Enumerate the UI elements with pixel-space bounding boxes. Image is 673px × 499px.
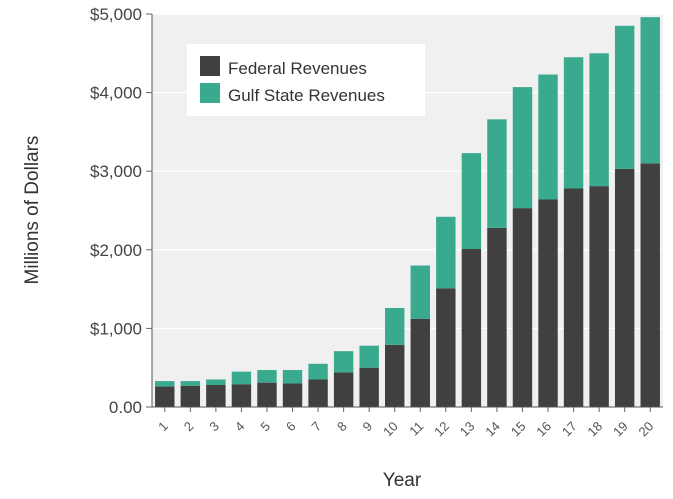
bar-gulf-state (563, 57, 584, 189)
bar-federal (589, 186, 609, 407)
bar-gulf-state (385, 307, 405, 345)
bar-federal (563, 188, 584, 407)
bar-gulf-state (333, 351, 354, 373)
bar-gulf-state (410, 265, 430, 319)
x-tick-label: 7 (308, 419, 324, 435)
x-tick-label: 8 (334, 419, 350, 435)
x-tick-label: 11 (406, 419, 426, 439)
bar-federal (206, 384, 226, 407)
x-tick-label: 20 (636, 419, 657, 440)
x-tick-label: 13 (457, 419, 478, 440)
bar-gulf-state (282, 370, 303, 384)
bar-federal (308, 379, 328, 407)
bar-federal (333, 372, 354, 407)
y-axis-ticks: 0.00 $1,000 $2,000 $3,000 $4,000 $5,000 (90, 5, 152, 417)
bar-gulf-state (231, 371, 252, 385)
bar-federal (461, 249, 482, 407)
x-tick-label: 2 (181, 419, 197, 435)
bar-gulf-state (308, 363, 328, 380)
bar-gulf-state (512, 87, 533, 209)
x-tick-label: 4 (232, 419, 248, 435)
bar-gulf-state (614, 25, 635, 169)
bar-federal (410, 318, 430, 407)
bars (155, 17, 660, 407)
legend-swatch-gulf-state (200, 83, 220, 103)
bar-gulf-state (180, 381, 201, 386)
x-tick-label: 12 (431, 419, 452, 440)
bar-federal (538, 199, 558, 407)
bar-federal (436, 288, 456, 407)
bar-federal (359, 367, 379, 407)
y-tick-label: $3,000 (90, 162, 142, 181)
bar-federal (231, 384, 252, 407)
x-tick-label: 17 (559, 419, 580, 440)
legend-label-federal: Federal Revenues (228, 59, 367, 78)
legend-label-gulf-state: Gulf State Revenues (228, 86, 385, 105)
bar-federal (640, 163, 660, 407)
bar-federal (385, 344, 405, 407)
x-tick-label: 9 (360, 419, 376, 435)
y-tick-label: $2,000 (90, 241, 142, 260)
x-tick-label: 18 (584, 419, 605, 440)
bar-gulf-state (487, 119, 507, 228)
y-tick-label: $1,000 (90, 319, 142, 338)
x-tick-label: 1 (155, 419, 171, 435)
bar-federal (155, 386, 175, 407)
x-tick-label: 15 (508, 419, 529, 440)
bar-federal (512, 208, 533, 407)
y-tick-label: $4,000 (90, 84, 142, 103)
bar-gulf-state (436, 216, 456, 289)
bar-gulf-state (359, 345, 379, 368)
x-tick-label: 19 (610, 419, 631, 440)
bar-federal (257, 382, 277, 407)
x-axis-ticks: 1 2 3 4 5 6 7 8 9 10 11 12 13 14 15 16 17 18 19 20 (155, 407, 656, 439)
bar-gulf-state (461, 153, 482, 250)
x-tick-label: 5 (257, 419, 273, 435)
x-tick-label: 3 (206, 419, 222, 435)
bar-gulf-state (538, 74, 558, 200)
bar-federal (614, 168, 635, 407)
x-tick-label: 10 (380, 419, 401, 440)
bar-federal (180, 385, 201, 407)
y-axis-title: Millions of Dollars (22, 136, 43, 285)
x-tick-label: 16 (533, 419, 554, 440)
x-tick-label: 14 (482, 419, 503, 440)
legend: Federal Revenues Gulf State Revenues (187, 44, 425, 116)
axes (151, 14, 663, 408)
bar-federal (487, 227, 507, 407)
bar-federal (282, 383, 303, 407)
legend-swatch-federal (200, 56, 220, 76)
bar-gulf-state (155, 381, 175, 387)
bar-gulf-state (206, 379, 226, 385)
bar-gulf-state (589, 53, 609, 187)
x-axis-title: Year (383, 470, 422, 491)
y-tick-label: 0.00 (109, 398, 142, 417)
legend-box (187, 44, 425, 116)
y-tick-label: $5,000 (90, 5, 142, 24)
bar-gulf-state (640, 17, 660, 164)
x-tick-label: 6 (283, 419, 299, 435)
bar-gulf-state (257, 370, 277, 383)
